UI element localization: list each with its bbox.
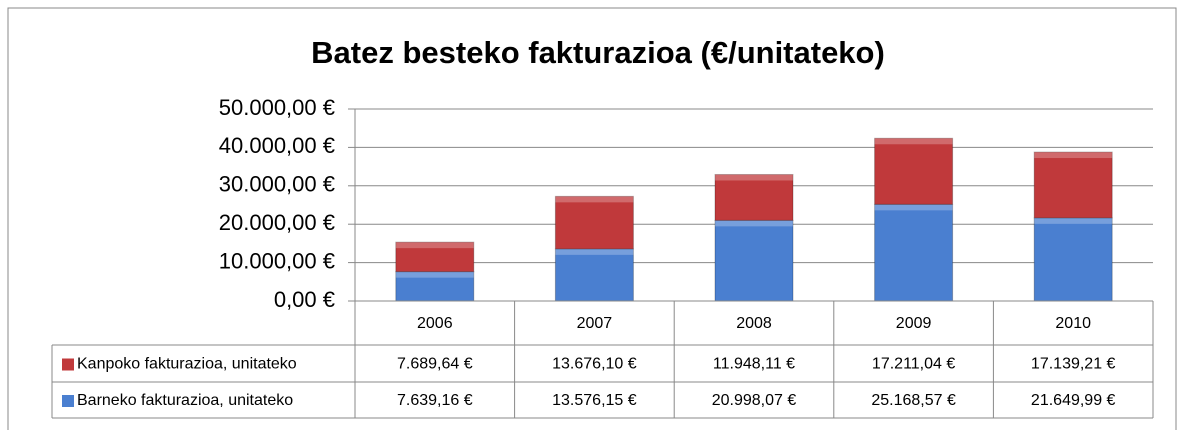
bar — [714, 173, 794, 221]
data-label: 17.139,21 € — [1031, 356, 1116, 373]
data-label: 20.998,07 € — [712, 392, 797, 409]
legend-key — [62, 358, 74, 371]
bar-highlight — [1034, 217, 1113, 224]
x-tick-label: 2007 — [577, 315, 613, 332]
x-tick-label: 2009 — [896, 315, 932, 332]
y-tick-label: 50.000,00 € — [219, 95, 335, 120]
legend-label: Barneko fakturazioa, unitateko — [77, 392, 293, 409]
y-tick-label: 20.000,00 € — [219, 210, 335, 235]
data-label: 21.649,99 € — [1031, 392, 1116, 409]
bar — [874, 137, 954, 205]
bar-highlight — [874, 138, 953, 145]
data-label: 17.211,04 € — [872, 356, 955, 373]
bar-highlight — [874, 204, 953, 211]
x-tick-label: 2010 — [1055, 315, 1091, 332]
data-label: 25.168,57 € — [871, 392, 956, 409]
bar — [874, 203, 954, 302]
bar — [1033, 151, 1113, 219]
bar — [395, 241, 475, 273]
data-label: 13.576,15 € — [552, 392, 637, 409]
bar-highlight — [555, 248, 634, 255]
y-tick-label: 0,00 € — [274, 287, 335, 312]
bar — [554, 248, 634, 302]
data-label: 11.948,11 € — [713, 356, 795, 373]
bar — [395, 271, 475, 302]
chart-title: Batez besteko fakturazioa (€/unitateko) — [311, 35, 885, 70]
bar — [554, 195, 634, 250]
bar — [714, 219, 794, 302]
legend-label: Kanpoko fakturazioa, unitateko — [77, 356, 297, 373]
y-tick-label: 10.000,00 € — [219, 248, 335, 273]
y-tick-label: 40.000,00 € — [219, 133, 335, 158]
data-label: 7.689,64 € — [397, 356, 473, 373]
bar-highlight — [715, 174, 793, 181]
data-label: 13.676,10 € — [552, 356, 637, 373]
bar-highlight — [715, 220, 793, 227]
bar-highlight — [395, 271, 474, 278]
bar-highlight — [555, 196, 634, 203]
y-tick-label: 30.000,00 € — [219, 172, 335, 197]
bar — [1033, 217, 1113, 302]
x-tick-label: 2006 — [417, 315, 453, 332]
x-tick-label: 2008 — [736, 315, 772, 332]
legend-key — [62, 395, 74, 407]
data-label: 7.639,16 € — [397, 392, 473, 409]
bar-highlight — [395, 242, 474, 249]
bar-highlight — [1034, 152, 1113, 159]
